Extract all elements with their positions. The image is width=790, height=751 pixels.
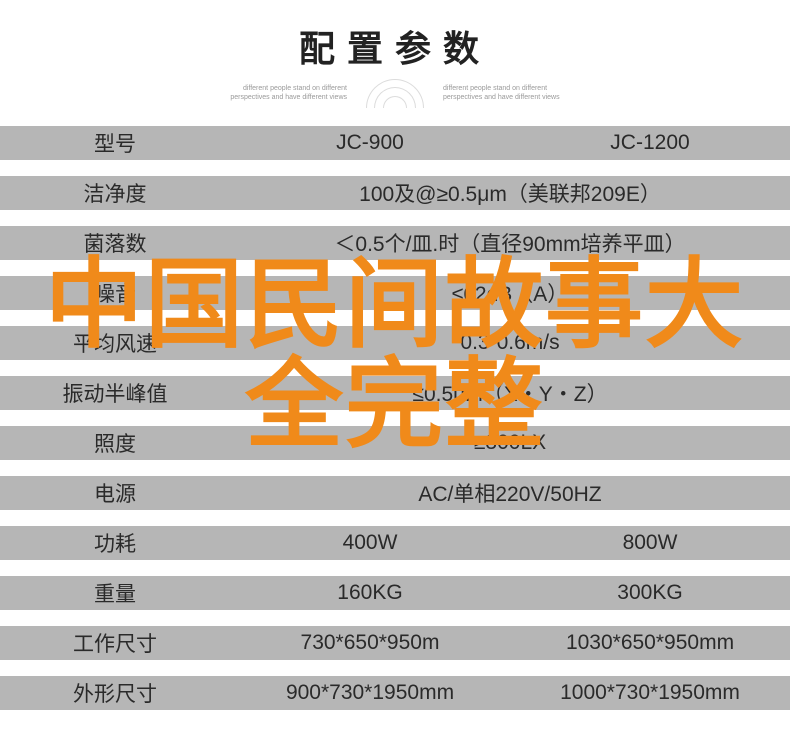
spec-table: 型号 JC-900 JC-1200 洁净度100及@≥0.5μm（美联邦209E… [0,126,790,710]
table-spacer-row [0,460,790,476]
row-value: 0.3-0.6m/s [230,331,790,355]
row-label: 功耗 [0,528,230,558]
row-label: 平均风速 [0,328,230,358]
table-spacer-row [0,210,790,226]
row-label: 洁净度 [0,178,230,208]
table-spacer-row [0,410,790,426]
row-value-model-1: 730*650*950m [230,631,510,655]
row-value-model-2: 800W [510,531,790,555]
table-row: 噪音≤62dB（A） [0,276,790,310]
row-label: 工作尺寸 [0,628,230,658]
table-spacer-row [0,310,790,326]
row-label: 照度 [0,428,230,458]
table-row: 平均风速0.3-0.6m/s [0,326,790,360]
table-spacer-row [0,160,790,176]
row-value-model-2: 300KG [510,581,790,605]
table-row: 外形尺寸900*730*1950mm1000*730*1950mm [0,676,790,710]
table-row: 洁净度100及@≥0.5μm（美联邦209E） [0,176,790,210]
row-label: 菌落数 [0,228,230,258]
row-value-model-2: 1030*650*950mm [510,631,790,655]
page-title: 配置参数 [0,20,790,72]
row-value-model-1: 160KG [230,581,510,605]
arcs-ornament [365,78,425,108]
row-label: 外形尺寸 [0,678,230,708]
subtitle-left: different people stand on different pers… [207,84,347,102]
row-label: 噪音 [0,278,230,308]
title-block: 配置参数 different people stand on different… [0,0,790,126]
table-row: 电源AC/单相220V/50HZ [0,476,790,510]
table-row: 振动半峰值≤0.5μm（X・Y・Z） [0,376,790,410]
row-value-model-1: 400W [230,531,510,555]
row-value-model-1: 900*730*1950mm [230,681,510,705]
table-spacer-row [0,510,790,526]
table-row: 重量160KG300KG [0,576,790,610]
row-value: ≤62dB（A） [230,278,790,308]
row-value-model-2: 1000*730*1950mm [510,681,790,705]
row-label: 重量 [0,578,230,608]
col-header-label: 型号 [0,128,230,158]
table-row: 功耗400W800W [0,526,790,560]
table-spacer-row [0,610,790,626]
table-row: 工作尺寸730*650*950m1030*650*950mm [0,626,790,660]
table-row: 菌落数＜0.5个/皿.时（直径90mm培养平皿） [0,226,790,260]
row-value: ＜0.5个/皿.时（直径90mm培养平皿） [230,228,790,258]
table-spacer-row [0,560,790,576]
row-value: ≥300LX [230,431,790,455]
row-label: 振动半峰值 [0,378,230,408]
table-spacer-row [0,660,790,676]
col-header-model-1: JC-900 [230,131,510,155]
subtitle-row: different people stand on different pers… [0,78,790,108]
table-row: 照度≥300LX [0,426,790,460]
row-value: 100及@≥0.5μm（美联邦209E） [230,178,790,208]
table-spacer-row [0,260,790,276]
row-label: 电源 [0,478,230,508]
table-header-row: 型号 JC-900 JC-1200 [0,126,790,160]
row-value: ≤0.5μm（X・Y・Z） [230,378,790,408]
col-header-model-2: JC-1200 [510,131,790,155]
table-spacer-row [0,360,790,376]
row-value: AC/单相220V/50HZ [230,478,790,508]
subtitle-right: different people stand on different pers… [443,84,583,102]
